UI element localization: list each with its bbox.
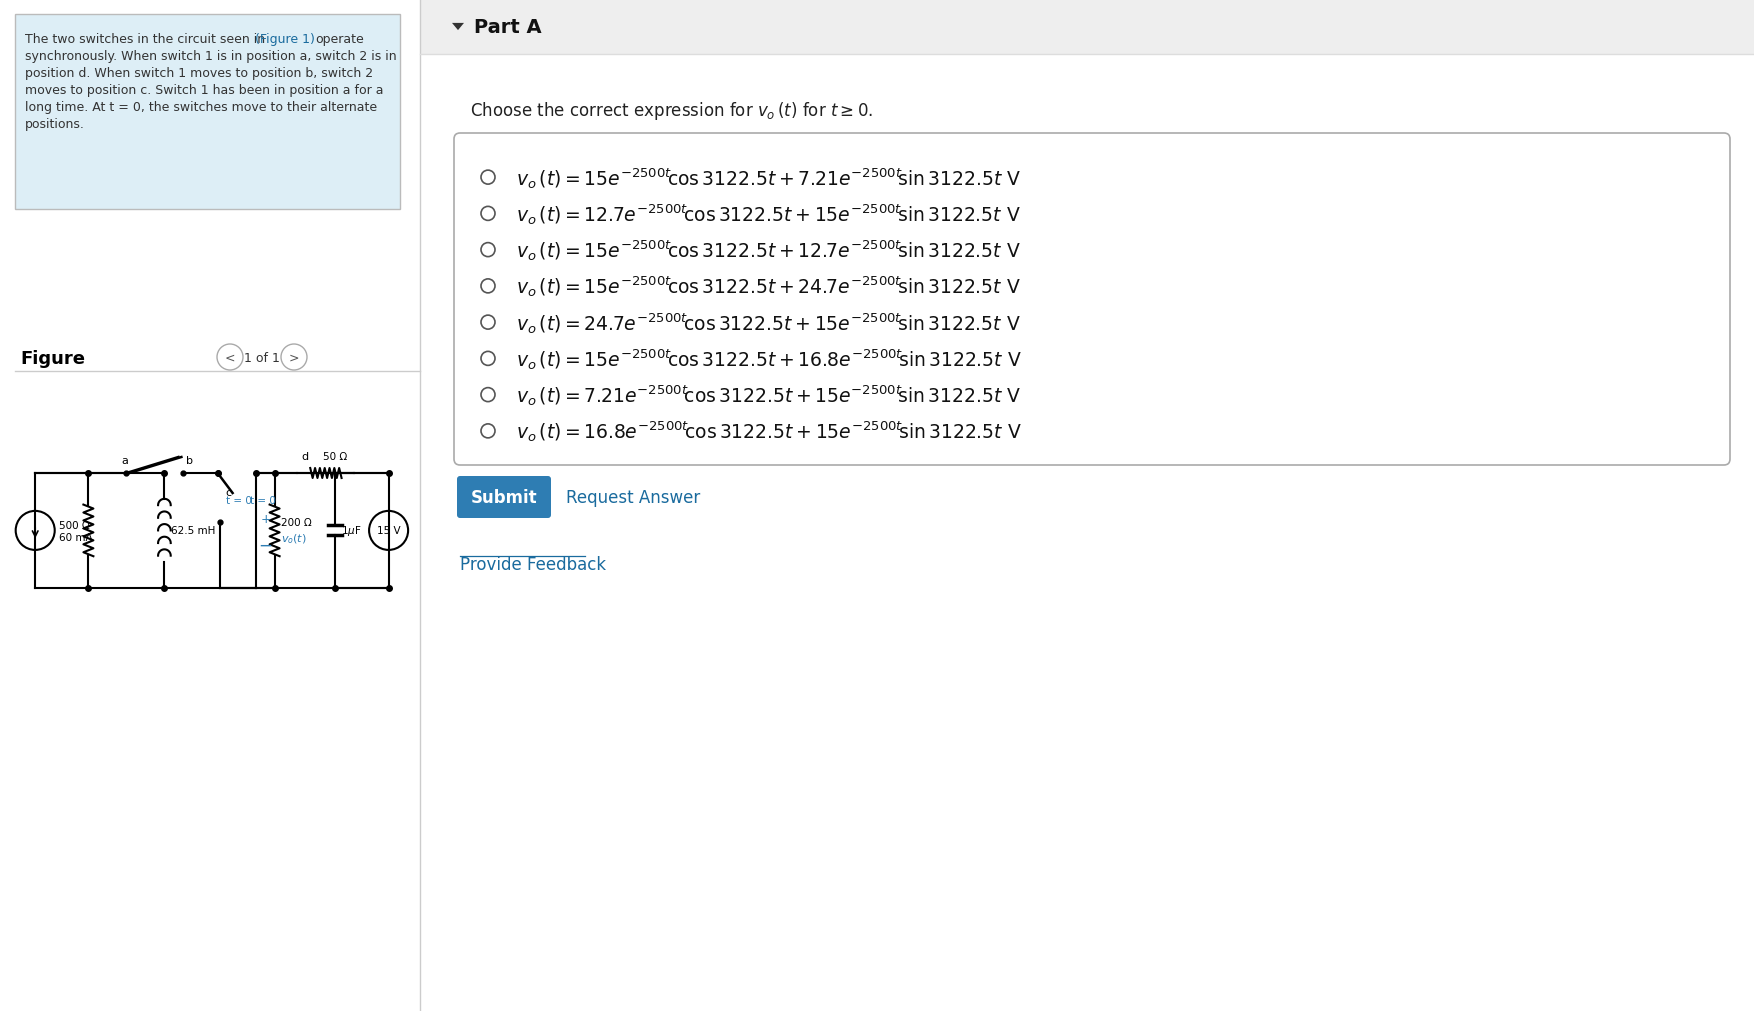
Text: 15 V: 15 V [377, 526, 400, 536]
Text: d: d [302, 452, 309, 462]
Text: $v_o\,(t) = 12.7e^{-2500t}\!\cos 3122.5t + 15e^{-2500t}\!\sin 3122.5t\ \mathrm{V: $v_o\,(t) = 12.7e^{-2500t}\!\cos 3122.5t… [516, 202, 1021, 226]
FancyBboxPatch shape [454, 133, 1729, 465]
Text: t = 0: t = 0 [226, 495, 251, 506]
Bar [419, 0, 1754, 55]
Text: $v_o\,(t) = 15e^{-2500t}\!\cos 3122.5t + 24.7e^{-2500t}\!\sin 3122.5t\ \mathrm{V: $v_o\,(t) = 15e^{-2500t}\!\cos 3122.5t +… [516, 274, 1021, 299]
Text: 60 mA: 60 mA [58, 533, 93, 543]
Text: position d. When switch 1 moves to position b, switch 2: position d. When switch 1 moves to posit… [25, 67, 374, 80]
Text: Part A: Part A [474, 18, 542, 37]
Text: $v_o\,(t) = 15e^{-2500t}\!\cos 3122.5t + 16.8e^{-2500t}\!\sin 3122.5t\ \mathrm{V: $v_o\,(t) = 15e^{-2500t}\!\cos 3122.5t +… [516, 347, 1023, 371]
Text: +: + [260, 513, 270, 526]
Text: Submit: Submit [470, 488, 537, 507]
Text: Provide Feedback: Provide Feedback [460, 555, 607, 573]
Text: synchronously. When switch 1 is in position a, switch 2 is in: synchronously. When switch 1 is in posit… [25, 50, 396, 63]
Text: 500 Ω: 500 Ω [58, 520, 89, 530]
Text: >: > [289, 351, 300, 364]
Text: operate: operate [316, 33, 363, 45]
Text: $v_o\,(t) = 15e^{-2500t}\!\cos 3122.5t + 7.21e^{-2500t}\!\sin 3122.5t\ \mathrm{V: $v_o\,(t) = 15e^{-2500t}\!\cos 3122.5t +… [516, 166, 1021, 190]
FancyBboxPatch shape [458, 476, 551, 519]
Text: 62.5 mH: 62.5 mH [172, 526, 216, 536]
Text: <: < [225, 351, 235, 364]
Text: −: − [258, 536, 272, 554]
Text: $v_o\,(t) = 7.21e^{-2500t}\!\cos 3122.5t + 15e^{-2500t}\!\sin 3122.5t\ \mathrm{V: $v_o\,(t) = 7.21e^{-2500t}\!\cos 3122.5t… [516, 383, 1021, 407]
Text: (Figure 1): (Figure 1) [254, 33, 316, 45]
Text: positions.: positions. [25, 118, 84, 130]
Text: Request Answer: Request Answer [567, 488, 700, 507]
Polygon shape [453, 24, 465, 31]
Text: t = 0: t = 0 [249, 495, 275, 506]
Text: $v_o\,(t) = 15e^{-2500t}\!\cos 3122.5t + 12.7e^{-2500t}\!\sin 3122.5t\ \mathrm{V: $v_o\,(t) = 15e^{-2500t}\!\cos 3122.5t +… [516, 238, 1021, 263]
Text: a: a [121, 456, 128, 465]
Text: $v_o\,(t) = 24.7e^{-2500t}\!\cos 3122.5t + 15e^{-2500t}\!\sin 3122.5t\ \mathrm{V: $v_o\,(t) = 24.7e^{-2500t}\!\cos 3122.5t… [516, 310, 1021, 336]
Text: $v_o(t)$: $v_o(t)$ [281, 532, 307, 546]
Text: long time. At t = 0, the switches move to their alternate: long time. At t = 0, the switches move t… [25, 101, 377, 114]
FancyBboxPatch shape [16, 15, 400, 210]
Text: 50 Ω: 50 Ω [323, 452, 347, 462]
Text: 200 Ω: 200 Ω [281, 518, 312, 528]
Text: The two switches in the circuit seen in: The two switches in the circuit seen in [25, 33, 268, 45]
Text: 1 of 1: 1 of 1 [244, 351, 281, 364]
Text: $v_o\,(t) = 16.8e^{-2500t}\!\cos 3122.5t + 15e^{-2500t}\!\sin 3122.5t\ \mathrm{V: $v_o\,(t) = 16.8e^{-2500t}\!\cos 3122.5t… [516, 420, 1023, 444]
Text: Figure: Figure [19, 350, 84, 368]
Text: Choose the correct expression for $v_o\,(t)$ for $t \geq 0$.: Choose the correct expression for $v_o\,… [470, 100, 873, 122]
Text: c: c [226, 488, 232, 498]
Text: $1\mu\mathrm{F}$: $1\mu\mathrm{F}$ [342, 524, 361, 538]
Text: b: b [186, 456, 193, 465]
Text: moves to position c. Switch 1 has been in position a for a: moves to position c. Switch 1 has been i… [25, 84, 384, 97]
